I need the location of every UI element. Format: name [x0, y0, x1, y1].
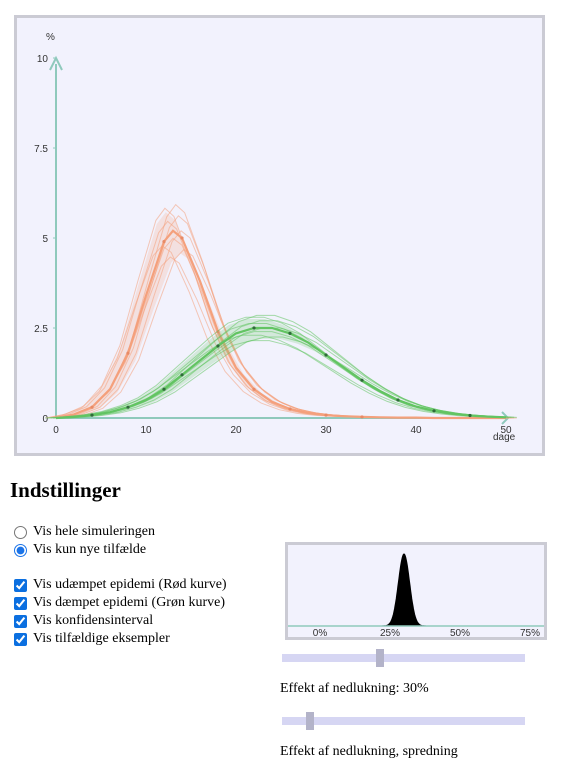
x-tick-label: 40 — [410, 425, 422, 436]
unmitigated-data-point — [162, 240, 166, 244]
unmitigated-data-point — [90, 405, 94, 409]
y-tick-label: 5 — [42, 234, 48, 245]
x-tick-label: 50 — [500, 425, 512, 436]
effect-slider[interactable] — [282, 649, 525, 667]
x-axis-unit-label: dage — [493, 432, 516, 443]
mitigated-data-point — [468, 413, 472, 418]
y-tick-label: 2.5 — [34, 324, 48, 335]
x-tick-label: 10 — [140, 425, 152, 436]
unmitigated-mean-line — [55, 229, 506, 420]
checkbox-examples[interactable]: Vis tilfældige eksempler — [13, 630, 170, 648]
mitigated-data-point — [252, 326, 256, 330]
checkbox-confidence[interactable]: Vis konfidensinterval — [13, 612, 153, 630]
checkbox-unmitigated[interactable]: Vis udæmpet epidemi (Rød kurve) — [13, 576, 227, 594]
dist-x-tick-label: 50% — [450, 628, 470, 637]
mitigated-mean-line — [55, 326, 507, 420]
unmitigated-data-point — [324, 413, 328, 417]
effect-density-peak — [376, 553, 432, 627]
checkbox-examples-input[interactable] — [14, 632, 27, 646]
spread-slider-thumb[interactable] — [305, 712, 314, 730]
unmitigated-sample-line — [61, 215, 512, 419]
radio-show-new-cases[interactable]: Vis kun nye tilfælde — [13, 541, 146, 559]
mitigated-data-point — [396, 398, 400, 402]
checkbox-examples-label: Vis tilfældige eksempler — [33, 631, 170, 646]
mitigated-data-point — [324, 353, 328, 357]
unmitigated-sample-line — [58, 203, 509, 419]
mitigated-data-point — [360, 378, 364, 382]
y-tick-label: 0 — [42, 414, 48, 425]
unmitigated-data-point — [252, 387, 256, 391]
mitigated-data-point — [126, 405, 130, 409]
unmitigated-data-point — [180, 236, 184, 240]
checkbox-mitigated-label: Vis dæmpet epidemi (Grøn kurve) — [33, 595, 226, 610]
y-axis-unit-label: % — [46, 32, 55, 43]
unmitigated-confidence-band — [48, 212, 514, 418]
unmitigated-data-point — [360, 415, 364, 419]
epidemic-chart-svg: % dage 0 2.5 5 7.5 10 0 10 20 30 40 50 — [34, 32, 517, 443]
effect-distribution-svg: 0% 25% 50% 75% — [288, 553, 544, 639]
mitigated-data-point — [432, 409, 436, 413]
dist-x-tick-label: 25% — [380, 628, 400, 637]
settings-heading: Indstillinger — [10, 478, 121, 502]
dist-x-tick-label: 0% — [313, 628, 328, 637]
checkbox-unmitigated-label: Vis udæmpet epidemi (Rød kurve) — [33, 577, 227, 592]
checkbox-confidence-label: Vis konfidensinterval — [33, 613, 154, 628]
effect-distribution-chart: 0% 25% 50% 75% — [285, 542, 547, 640]
checkbox-mitigated-input[interactable] — [14, 596, 27, 610]
x-tick-label: 20 — [230, 425, 242, 436]
checkbox-mitigated[interactable]: Vis dæmpet epidemi (Grøn kurve) — [13, 594, 225, 612]
mitigated-data-point — [90, 413, 94, 417]
dist-x-tick-label: 75% — [520, 628, 540, 637]
radio-full-label: Vis hele simuleringen — [33, 524, 156, 539]
radio-full-input[interactable] — [14, 525, 27, 539]
radio-show-full-simulation[interactable]: Vis hele simuleringen — [13, 523, 155, 541]
radio-new-label: Vis kun nye tilfælde — [33, 542, 147, 557]
unmitigated-data-point — [126, 351, 130, 355]
mitigated-sample-line — [45, 334, 496, 419]
mitigated-data-point — [288, 331, 292, 335]
effect-slider-label: Effekt af nedlukning: 30% — [280, 681, 429, 696]
effect-slider-thumb[interactable] — [376, 649, 384, 667]
radio-new-input[interactable] — [14, 543, 27, 557]
spread-slider-label: Effekt af nedlukning, spredning — [280, 744, 458, 759]
mitigated-data-point — [180, 373, 184, 377]
checkbox-confidence-input[interactable] — [14, 614, 27, 628]
x-tick-label: 0 — [53, 425, 59, 436]
x-tick-label: 30 — [320, 425, 332, 436]
checkbox-unmitigated-input[interactable] — [14, 578, 27, 592]
mitigated-data-point — [162, 387, 166, 391]
spread-slider[interactable] — [282, 712, 525, 730]
y-tick-label: 7.5 — [34, 144, 48, 155]
unmitigated-data-point — [288, 407, 292, 411]
mitigated-data-point — [216, 344, 220, 348]
y-tick-label: 10 — [37, 54, 49, 65]
epidemic-chart: % dage 0 2.5 5 7.5 10 0 10 20 30 40 50 — [14, 15, 545, 456]
